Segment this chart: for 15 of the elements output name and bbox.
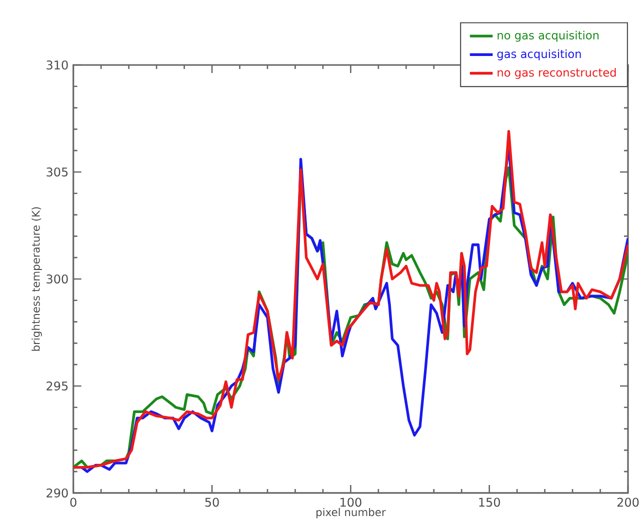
legend-label: no gas acquisition [498, 30, 599, 42]
y-tick-label: 305 [46, 167, 68, 177]
x-tick-label: 200 [617, 498, 639, 507]
y-tick-label: 300 [46, 274, 68, 284]
x-axis-title: pixel number [316, 508, 386, 518]
x-tick-label: 0 [70, 498, 76, 507]
x-tick-label: 150 [479, 498, 500, 507]
legend-label: no gas reconstructed [498, 68, 616, 79]
x-tick-label: 50 [205, 498, 219, 507]
y-tick-label: 295 [46, 381, 68, 391]
y-tick-label: 290 [46, 488, 68, 498]
legend-label: gas acquisition [497, 49, 581, 60]
y-tick-label: 310 [46, 60, 68, 70]
y-axis-title: brightness temperature (K) [32, 207, 42, 351]
x-tick-label: 100 [340, 498, 362, 507]
